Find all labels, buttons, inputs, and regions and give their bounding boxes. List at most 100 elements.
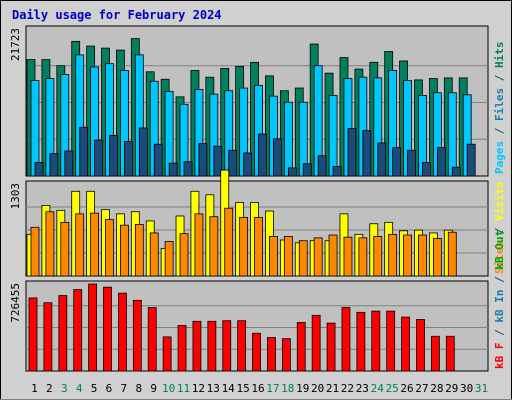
sites-bar-27: [418, 234, 427, 277]
sites-bar-8: [134, 224, 144, 277]
files-bar-1: [30, 80, 40, 177]
pages-bar-5: [94, 139, 104, 177]
pages-bar-10: [168, 162, 178, 177]
pages-bar-25: [392, 147, 402, 177]
pages-bar-16: [258, 133, 267, 177]
sites-bar-25: [388, 233, 398, 277]
sites-bar-19: [298, 240, 308, 277]
kbf-bar-12: [192, 320, 202, 372]
x-tick-label-15: 15: [236, 382, 249, 395]
legend-entry: kB Out: [493, 230, 506, 270]
x-tick-label-8: 8: [135, 382, 142, 395]
series-sites: [30, 207, 457, 277]
chart-title: Daily usage for February 2024: [12, 8, 222, 22]
pages-bar-3: [64, 150, 74, 177]
pages-bar-2: [49, 153, 59, 177]
x-tick-label-3: 3: [61, 382, 68, 395]
kbf-bar-3: [58, 295, 68, 372]
sites-bar-10: [164, 241, 174, 277]
sites-bar-13: [209, 216, 219, 277]
pages-bar-7: [124, 141, 133, 177]
x-tick-label-29: 29: [445, 382, 458, 395]
chart-panels: 21723 Pages / Files / Hits 1303 Sites / Vis…: [9, 25, 506, 372]
sites-bar-4: [75, 213, 85, 277]
kbf-bar-19: [296, 322, 306, 372]
legend-entry: /: [493, 270, 506, 290]
legend-entry: /: [493, 323, 506, 343]
x-tick-label-9: 9: [150, 382, 157, 395]
legend-visits-sites: Sites / Visits: [493, 181, 506, 274]
pages-bar-8: [138, 127, 148, 177]
sites-bar-16: [254, 216, 263, 277]
sites-bar-26: [403, 234, 412, 277]
panel-hits-files-pages: 21723 Pages / Files / Hits: [9, 25, 506, 177]
kbf-bar-16: [252, 332, 261, 372]
x-tick-label-31: 31: [475, 382, 488, 395]
x-tick-label-11: 11: [177, 382, 190, 395]
panel-kbf-kbin-kbout: 726455 kB F / kB In / kB Out: [9, 230, 506, 372]
series-kbf: [28, 283, 455, 372]
sites-bar-22: [343, 236, 353, 277]
files-bar-29: [447, 92, 457, 177]
pages-bar-30: [466, 143, 476, 177]
pages-bar-20: [317, 155, 327, 177]
kbf-bar-7: [118, 292, 127, 372]
x-tick-label-26: 26: [400, 382, 413, 395]
legend-kbf-kbin-kbout: kB F / kB In / kB Out: [493, 230, 506, 369]
pages-bar-18: [287, 167, 297, 177]
pages-bar-28: [436, 147, 446, 177]
x-axis-labels: 1 2 3 4 5 6 7 8 9 10 11 12 13 14 15 16 17 18 19 20 21 22 23 24 2…: [31, 382, 488, 395]
x-tick-label-19: 19: [296, 382, 309, 395]
pages-bar-11: [183, 161, 193, 177]
kbf-bar-22: [341, 307, 351, 372]
legend-entry: kB In: [493, 290, 506, 323]
kbf-bar-10: [162, 336, 172, 372]
kbf-bar-5: [88, 283, 98, 372]
sites-bar-2: [45, 211, 55, 277]
pages-bar-29: [451, 166, 461, 177]
sites-bar-29: [447, 231, 457, 277]
pages-bar-23: [362, 130, 372, 177]
x-tick-label-7: 7: [121, 382, 128, 395]
sites-bar-7: [120, 224, 129, 277]
x-tick-label-6: 6: [106, 382, 113, 395]
sites-bar-6: [105, 219, 114, 277]
x-tick-label-28: 28: [430, 382, 443, 395]
kbf-bar-25: [386, 310, 396, 372]
pages-bar-14: [228, 149, 238, 177]
kbf-bar-26: [401, 316, 410, 372]
panel-visits-sites: 1303 Sites / Visits: [9, 169, 506, 277]
sites-bar-17: [269, 236, 278, 277]
x-tick-label-12: 12: [192, 382, 205, 395]
pages-bar-21: [332, 166, 342, 177]
pages-bar-6: [109, 134, 118, 177]
x-tick-label-10: 10: [162, 382, 175, 395]
kbf-bar-13: [207, 320, 217, 372]
x-tick-label-2: 2: [46, 382, 53, 395]
y-max-label: 726455: [9, 283, 22, 323]
pages-bar-26: [407, 149, 416, 177]
kbf-bar-1: [28, 297, 38, 372]
pages-bar-4: [79, 126, 89, 177]
x-tick-label-27: 27: [415, 382, 428, 395]
kbf-bar-14: [222, 320, 232, 372]
pages-bar-15: [243, 152, 253, 177]
kbf-bar-20: [311, 314, 321, 372]
x-tick-label-14: 14: [222, 382, 236, 395]
x-tick-label-24: 24: [371, 382, 385, 395]
sites-bar-21: [328, 234, 338, 277]
kbf-bar-29: [445, 335, 455, 372]
kbf-bar-21: [326, 322, 336, 372]
sites-bar-11: [179, 233, 189, 277]
x-tick-label-5: 5: [91, 382, 98, 395]
legend-entry: kB F: [493, 343, 506, 370]
legend-entry: Files: [493, 88, 506, 121]
kbf-bar-28: [430, 335, 440, 372]
pages-bar-27: [422, 162, 431, 177]
sites-bar-23: [358, 237, 368, 277]
x-tick-label-1: 1: [31, 382, 38, 395]
kbf-bar-4: [73, 289, 83, 372]
legend-entry: Visits: [493, 181, 506, 221]
files-bar-21: [328, 95, 338, 177]
kbf-bar-11: [177, 325, 187, 372]
